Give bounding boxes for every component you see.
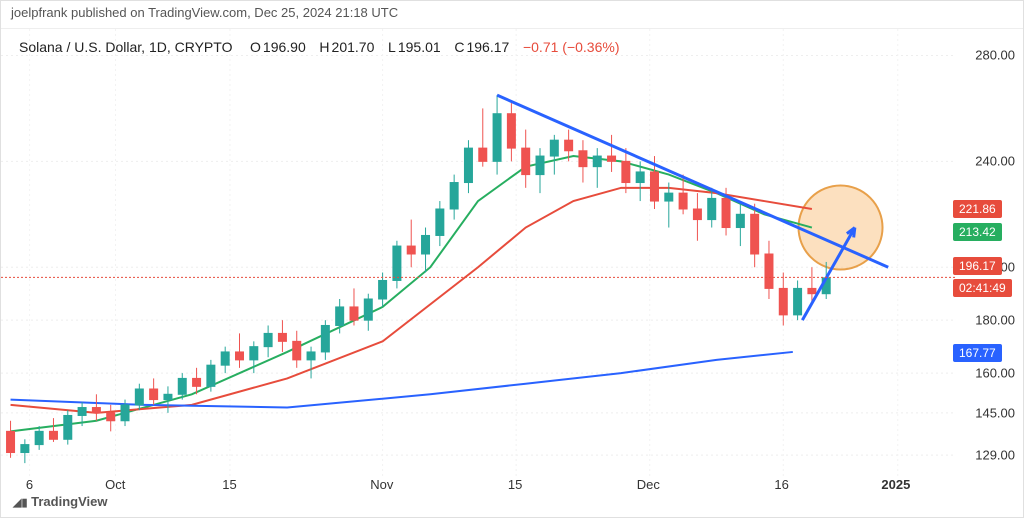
ohlc-h-value: 201.70 <box>332 39 375 55</box>
x-tick-label: 15 <box>222 477 236 492</box>
logo-text: TradingView <box>31 494 107 509</box>
y-axis: 280.00240.00200.00180.00160.00145.00129.… <box>953 29 1023 477</box>
publisher-header: joelpfrank published on TradingView.com,… <box>1 1 1023 29</box>
x-tick-label: 6 <box>26 477 33 492</box>
x-tick-label: 2025 <box>881 477 910 492</box>
x-tick-label: Nov <box>370 477 393 492</box>
ohlc-change: −0.71 (−0.36%) <box>523 39 620 55</box>
ohlc-o-value: 196.90 <box>263 39 306 55</box>
price-tag: 196.17 <box>953 257 1002 275</box>
plot-area[interactable] <box>1 29 953 477</box>
y-tick-label: 160.00 <box>975 366 1015 381</box>
ohlc-h-label: H <box>319 39 329 55</box>
y-tick-label: 280.00 <box>975 48 1015 63</box>
x-tick-label: 16 <box>774 477 788 492</box>
symbol-info-bar: Solana / U.S. Dollar, 1D, CRYPTO O196.90… <box>19 39 621 55</box>
y-tick-label: 240.00 <box>975 154 1015 169</box>
logo-icon: ◢▮ <box>13 497 28 509</box>
price-tag: 221.86 <box>953 200 1002 218</box>
ohlc-l-label: L <box>388 39 396 55</box>
price-tag: 213.42 <box>953 223 1002 241</box>
y-tick-label: 180.00 <box>975 313 1015 328</box>
x-tick-label: Dec <box>637 477 660 492</box>
price-tag: 02:41:49 <box>953 279 1012 297</box>
tradingview-logo: ◢▮ TradingView <box>13 494 107 509</box>
symbol-name: Solana / U.S. Dollar, 1D, CRYPTO <box>19 39 232 55</box>
y-tick-label: 129.00 <box>975 448 1015 463</box>
price-tag: 167.77 <box>953 344 1002 362</box>
publisher-text: joelpfrank published on TradingView.com,… <box>11 5 398 20</box>
y-tick-label: 145.00 <box>975 405 1015 420</box>
x-axis: 6 Oct 15 Nov 15 Dec 16 2025 <box>1 477 953 507</box>
ohlc-c-label: C <box>454 39 464 55</box>
candlestick-chart[interactable] <box>1 29 955 479</box>
x-tick-label: Oct <box>105 477 125 492</box>
x-tick-label: 15 <box>508 477 522 492</box>
ohlc-o-label: O <box>250 39 261 55</box>
ohlc-l-value: 195.01 <box>398 39 441 55</box>
ohlc-c-value: 196.17 <box>466 39 509 55</box>
chart-container: joelpfrank published on TradingView.com,… <box>0 0 1024 518</box>
